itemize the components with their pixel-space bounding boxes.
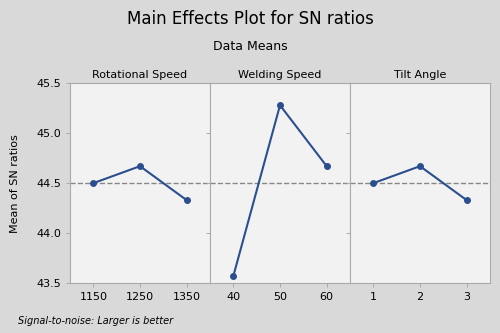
Text: Main Effects Plot for SN ratios: Main Effects Plot for SN ratios	[126, 10, 374, 28]
Title: Welding Speed: Welding Speed	[238, 70, 322, 80]
Title: Rotational Speed: Rotational Speed	[92, 70, 188, 80]
Text: Data Means: Data Means	[212, 40, 288, 53]
Text: Mean of SN ratios: Mean of SN ratios	[10, 134, 20, 232]
Title: Tilt Angle: Tilt Angle	[394, 70, 446, 80]
Text: Signal-to-noise: Larger is better: Signal-to-noise: Larger is better	[18, 316, 172, 326]
